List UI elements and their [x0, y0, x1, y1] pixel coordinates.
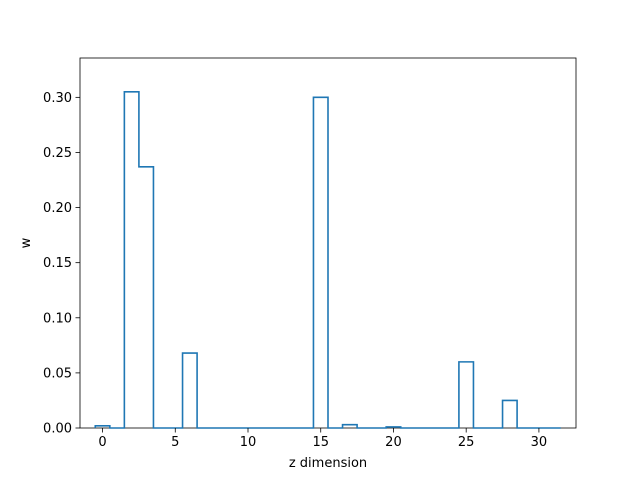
x-axis: 0 5 10 15 20 25 30 — [98, 428, 547, 450]
x-axis-label: z dimension — [289, 456, 367, 471]
y-tick-label: 0.00 — [43, 422, 72, 437]
x-tick-label: 0 — [98, 435, 106, 450]
histogram-outline — [94, 91, 561, 429]
y-tick-label: 0.15 — [43, 256, 72, 271]
x-tick-label: 25 — [458, 435, 475, 450]
histogram-bar — [313, 97, 328, 428]
y-tick-label: 0.30 — [43, 91, 72, 106]
histogram-bar — [459, 362, 474, 428]
x-tick-label: 30 — [531, 435, 548, 450]
y-tick-label: 0.25 — [43, 146, 72, 161]
y-tick-label: 0.10 — [43, 311, 72, 326]
x-tick-label: 10 — [240, 435, 257, 450]
y-axis-label: w — [19, 237, 34, 248]
x-tick-label: 20 — [385, 435, 402, 450]
x-tick-label: 5 — [171, 435, 179, 450]
histogram-bar — [139, 167, 154, 428]
histogram-bar — [183, 353, 198, 428]
histogram-bar — [124, 92, 139, 428]
x-tick-label: 15 — [312, 435, 329, 450]
y-tick-label: 0.20 — [43, 201, 72, 216]
y-tick-label: 0.05 — [43, 366, 72, 381]
histogram-bars — [94, 91, 561, 429]
histogram-bar — [503, 400, 518, 428]
y-axis: 0.00 0.05 0.10 0.15 0.20 0.25 0.30 — [43, 91, 80, 437]
